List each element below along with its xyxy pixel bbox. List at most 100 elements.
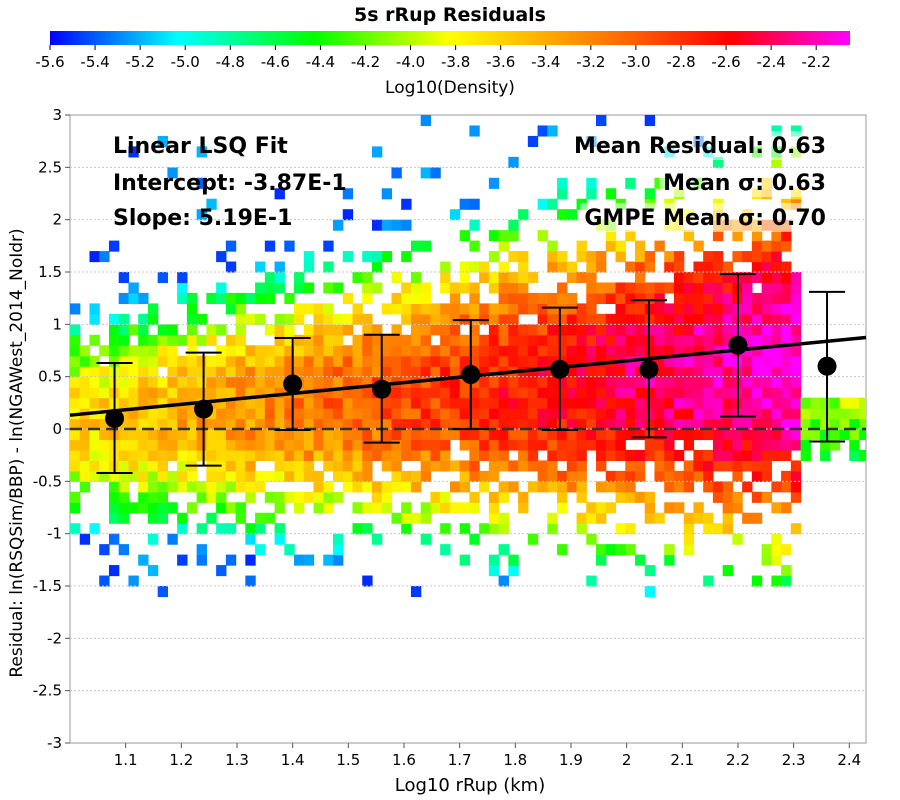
heatmap-cell [333, 555, 343, 566]
heatmap-cell [742, 513, 752, 524]
heatmap-cell [411, 241, 421, 252]
heatmap-cell [460, 408, 470, 419]
heatmap-cell [275, 523, 285, 534]
heatmap-cell [158, 502, 168, 513]
heatmap-cell [596, 513, 606, 524]
heatmap-cell [382, 481, 392, 492]
heatmap-cell [508, 324, 518, 335]
heatmap-cell [684, 335, 694, 346]
heatmap-cell [138, 366, 148, 377]
heatmap-cell [499, 450, 509, 461]
heatmap-cell [158, 586, 168, 597]
heatmap-cell [158, 460, 168, 471]
heatmap-cell [450, 345, 460, 356]
heatmap-cell [440, 314, 450, 325]
heatmap-cell [70, 450, 80, 461]
heatmap-cell [654, 398, 664, 409]
heatmap-cell [401, 282, 411, 293]
heatmap-cell [508, 387, 518, 398]
heatmap-cell [547, 513, 557, 524]
heatmap-cell [236, 303, 246, 314]
heatmap-cell [762, 439, 772, 450]
heatmap-cell [401, 335, 411, 346]
heatmap-cell [479, 471, 489, 482]
heatmap-cell [567, 439, 577, 450]
heatmap-cell [128, 356, 138, 367]
heatmap-cell [567, 314, 577, 325]
heatmap-cell [713, 335, 723, 346]
heatmap-cell [557, 262, 567, 273]
heatmap-cell [216, 324, 226, 335]
heatmap-cell [177, 513, 187, 524]
heatmap-cell [430, 398, 440, 409]
heatmap-cell [187, 429, 197, 440]
heatmap-cell [577, 523, 587, 534]
heatmap-cell [762, 262, 772, 273]
heatmap-cell [80, 460, 90, 471]
heatmap-cell [314, 502, 324, 513]
heatmap-cell [119, 439, 129, 450]
heatmap-cell [119, 345, 129, 356]
heatmap-cell [781, 565, 791, 576]
heatmap-cell [713, 523, 723, 534]
heatmap-cell [732, 429, 742, 440]
heatmap-cell [684, 356, 694, 367]
heatmap-cell [771, 450, 781, 461]
heatmap-cell [450, 335, 460, 346]
heatmap-cell [460, 199, 470, 210]
heatmap-cell [577, 303, 587, 314]
y-tick-label: -2 [47, 629, 62, 647]
heatmap-cell [421, 513, 431, 524]
heatmap-cell [781, 439, 791, 450]
heatmap-cell [245, 523, 255, 534]
heatmap-cell [479, 429, 489, 440]
heatmap-cell [226, 502, 236, 513]
heatmap-cell [314, 429, 324, 440]
heatmap-cell [119, 429, 129, 440]
heatmap-cell [791, 303, 801, 314]
heatmap-cell [781, 398, 791, 409]
heatmap-cell [138, 356, 148, 367]
heatmap-cell [109, 502, 119, 513]
heatmap-cell [333, 356, 343, 367]
heatmap-cell [723, 398, 733, 409]
heatmap-cell [508, 345, 518, 356]
heatmap-cell [275, 408, 285, 419]
heatmap-cell [596, 555, 606, 566]
heatmap-cell [538, 377, 548, 388]
heatmap-cell [684, 282, 694, 293]
heatmap-cell [654, 324, 664, 335]
heatmap-cell [742, 460, 752, 471]
heatmap-cell [781, 387, 791, 398]
x-tick-label: 2.2 [726, 751, 750, 769]
heatmap-cell [323, 502, 333, 513]
heatmap-cell [771, 555, 781, 566]
heatmap-cell [538, 293, 548, 304]
heatmap-cell [664, 544, 674, 555]
heatmap-cell [723, 303, 733, 314]
heatmap-cell [333, 460, 343, 471]
heatmap-cell [343, 314, 353, 325]
heatmap-cell [206, 366, 216, 377]
heatmap-cell [859, 408, 869, 419]
heatmap-cell [752, 408, 762, 419]
heatmap-cell [489, 439, 499, 450]
heatmap-cell [742, 387, 752, 398]
heatmap-cell [586, 576, 596, 587]
heatmap-cell [664, 387, 674, 398]
heatmap-cell [625, 460, 635, 471]
heatmap-cell [635, 241, 645, 252]
heatmap-cell [723, 565, 733, 576]
heatmap-cell [158, 324, 168, 335]
heatmap-cell [479, 262, 489, 273]
heatmap-cell [654, 460, 664, 471]
heatmap-cell [382, 303, 392, 314]
heatmap-cell [314, 450, 324, 461]
heatmap-cell [557, 178, 567, 189]
heatmap-cell [742, 293, 752, 304]
heatmap-cell [119, 502, 129, 513]
heatmap-cell [654, 241, 664, 252]
heatmap-cell [304, 398, 314, 409]
heatmap-cell [577, 377, 587, 388]
heatmap-cell [606, 335, 616, 346]
